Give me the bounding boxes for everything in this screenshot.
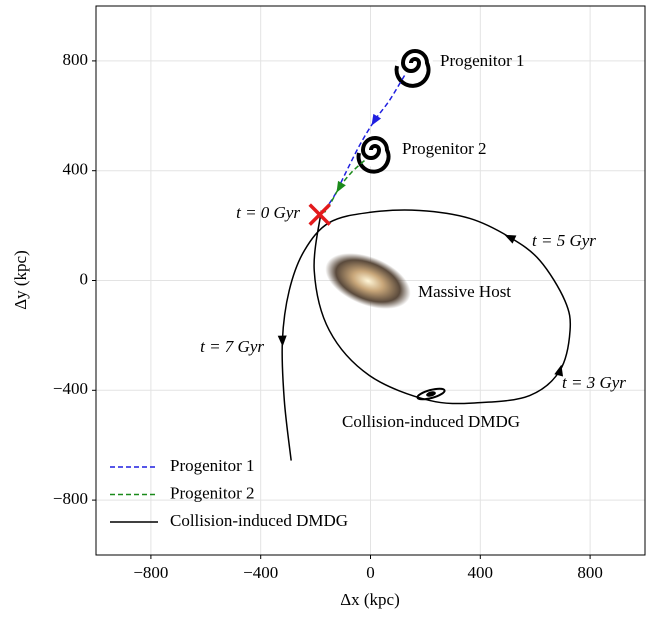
start-marker <box>308 203 331 226</box>
annotation: t = 3 Gyr <box>562 373 626 392</box>
trajectory <box>323 75 406 211</box>
direction-arrow <box>371 113 382 126</box>
y-tick-label: 400 <box>63 160 89 179</box>
annotation: Massive Host <box>418 282 511 301</box>
dmdg-icon <box>416 387 446 401</box>
spiral-icon <box>394 45 433 88</box>
x-tick-label: 800 <box>577 563 603 582</box>
annotation: Progenitor 1 <box>440 51 525 70</box>
y-tick-label: −400 <box>53 379 88 398</box>
legend-label: Progenitor 2 <box>170 483 255 502</box>
plot <box>277 75 572 461</box>
x-axis-label: Δx (kpc) <box>340 590 400 609</box>
trajectory <box>281 209 572 461</box>
legend: Progenitor 1 Progenitor 2 Collision-induce… <box>110 456 348 530</box>
x-tick-label: −400 <box>243 563 278 582</box>
y-tick-label: −800 <box>53 489 88 508</box>
direction-arrow <box>336 180 346 193</box>
annotation: t = 7 Gyr <box>200 337 264 356</box>
annotation: Collision-induced DMDG <box>342 412 520 431</box>
trajectory <box>323 159 365 213</box>
direction-arrow <box>504 234 517 244</box>
annotation: t = 0 Gyr <box>236 203 300 222</box>
host-galaxy <box>325 253 411 309</box>
y-tick-label: 800 <box>63 50 89 69</box>
x-tick-label: −800 <box>133 563 168 582</box>
spiral-icon <box>356 133 392 174</box>
annotation: Progenitor 2 <box>402 139 487 158</box>
direction-arrow <box>277 335 287 347</box>
x-tick-label: 400 <box>468 563 494 582</box>
galaxy-icons <box>325 45 446 401</box>
y-axis-label: Δy (kpc) <box>11 250 30 310</box>
y-tick-label: 0 <box>80 269 89 288</box>
direction-arrow <box>554 364 564 377</box>
legend-label: Collision-induced DMDG <box>170 511 348 530</box>
x-tick-label: 0 <box>366 563 375 582</box>
legend-label: Progenitor 1 <box>170 456 255 475</box>
annotation: t = 5 Gyr <box>532 231 596 250</box>
